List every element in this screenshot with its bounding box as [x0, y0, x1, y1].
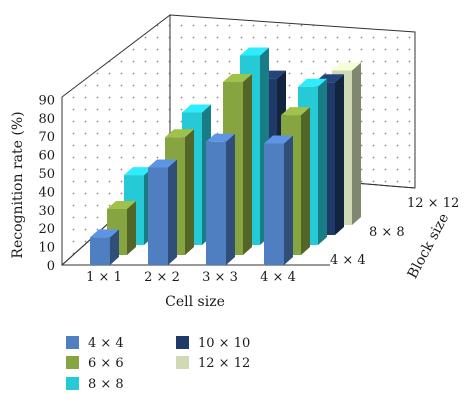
- bar-top: [148, 159, 177, 168]
- y-tick-label: 50: [38, 167, 55, 182]
- bar-top: [90, 229, 119, 238]
- y-axis-title: Recognition rate (%): [10, 111, 26, 258]
- y-tick-label: 0: [47, 259, 55, 274]
- z-axis-title: Block size: [405, 211, 453, 281]
- bar-front: [264, 143, 284, 265]
- legend-label: 12 × 12: [198, 356, 250, 371]
- legend: 4 × 4 6 × 6 8 × 8 10 × 10 12 × 12: [66, 336, 250, 392]
- bar: [264, 135, 293, 265]
- legend-label: 10 × 10: [198, 336, 250, 351]
- y-tick-label: 10: [38, 241, 55, 256]
- y-tick-label: 20: [38, 222, 55, 237]
- bar-side: [110, 229, 119, 265]
- bar-top: [298, 78, 327, 87]
- x-axis-title: Cell size: [165, 294, 225, 310]
- bar-top: [264, 135, 293, 144]
- x-tick-label: 1 × 1: [86, 270, 122, 285]
- y-tick-label: 80: [38, 112, 55, 127]
- bar-side: [318, 78, 327, 245]
- bar-top: [165, 129, 194, 138]
- depth-tick-label: 4 × 4: [330, 253, 366, 268]
- legend-label: 4 × 4: [88, 336, 124, 351]
- bar-side: [243, 74, 252, 255]
- legend-label: 8 × 8: [88, 377, 124, 392]
- y-axis: 0 10 20 30 40 50 60 70 80 90: [38, 93, 55, 274]
- bar: [90, 229, 119, 265]
- y-tick-label: 90: [38, 93, 55, 108]
- bar-front: [206, 141, 226, 265]
- bar-top: [281, 107, 310, 116]
- legend-swatch: [176, 356, 189, 369]
- x-tick-label: 2 × 2: [144, 270, 180, 285]
- y-tick-label: 30: [38, 204, 55, 219]
- x-tick-label: 3 × 3: [202, 270, 238, 285]
- x-tick-label: 4 × 4: [260, 270, 296, 285]
- x-axis: 1 × 1 2 × 2 3 × 3 4 × 4: [86, 270, 296, 285]
- bar: [148, 159, 177, 265]
- bar-top: [107, 201, 136, 209]
- bar-front: [148, 167, 168, 265]
- bar-side: [335, 74, 344, 235]
- bar-top: [182, 104, 211, 113]
- bar-top: [223, 74, 252, 83]
- legend-swatch: [66, 377, 79, 390]
- legend-swatch: [176, 336, 189, 349]
- legend-label: 6 × 6: [88, 356, 124, 371]
- bar-side: [352, 62, 361, 225]
- bar-front: [90, 237, 110, 265]
- depth-axis: 4 × 4 8 × 8 12 × 12: [330, 196, 459, 268]
- bars: [90, 47, 361, 265]
- bar-side: [185, 129, 194, 255]
- bar-side: [226, 133, 235, 265]
- bar-top: [124, 167, 153, 176]
- bar-side: [284, 135, 293, 265]
- depth-tick-label: 8 × 8: [369, 225, 405, 240]
- legend-swatch: [66, 336, 79, 349]
- bar: [206, 133, 235, 265]
- y-tick-label: 60: [38, 149, 55, 164]
- y-tick-label: 40: [38, 185, 55, 200]
- bar-side: [168, 159, 177, 265]
- bar-top: [240, 47, 269, 56]
- bar-side: [127, 201, 136, 255]
- bar-top: [332, 62, 361, 71]
- bar-top: [206, 133, 235, 142]
- legend-swatch: [66, 356, 79, 369]
- depth-tick-label: 12 × 12: [407, 196, 459, 211]
- bar-side: [301, 107, 310, 255]
- y-tick-label: 70: [38, 130, 55, 145]
